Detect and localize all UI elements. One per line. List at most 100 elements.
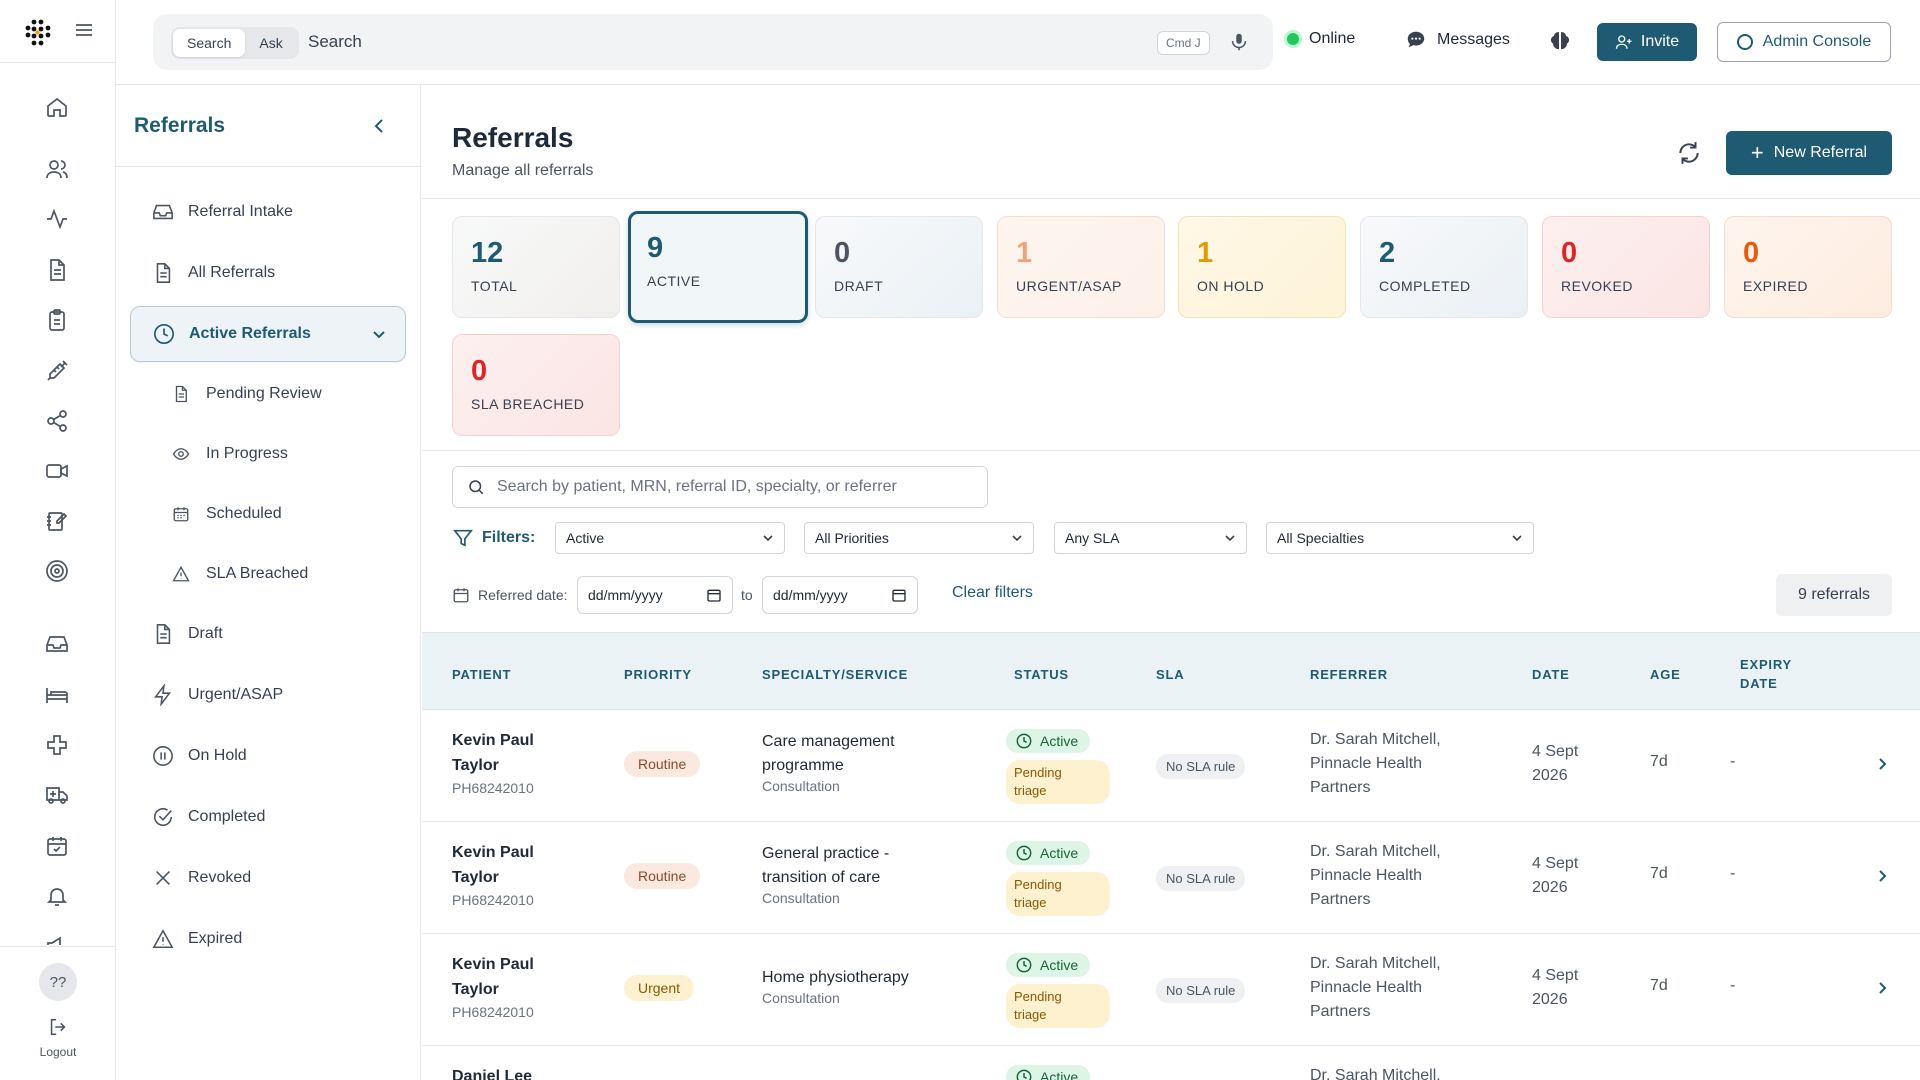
column-header-age[interactable]: AGE: [1650, 667, 1681, 682]
substatus-line1: Pending: [1014, 877, 1062, 892]
table-row[interactable]: Daniel Lee Active Dr. Sarah Mitchell,: [422, 1046, 1920, 1080]
invite-label: Invite: [1640, 33, 1680, 50]
close-icon: [156, 871, 170, 885]
status-filter-select[interactable]: Active: [555, 522, 785, 554]
help-button[interactable]: ??: [39, 963, 77, 1001]
table-row[interactable]: Kevin Paul Taylor PH68242010 Routine Gen…: [422, 822, 1920, 934]
referrer-cell: Dr. Sarah Mitchell, Pinnacle Health Part…: [1310, 728, 1441, 800]
stat-card-sla-breached[interactable]: 0 SLA BREACHED: [452, 334, 620, 436]
admin-console-button[interactable]: Admin Console: [1717, 22, 1891, 62]
global-search-input[interactable]: Search: [308, 32, 362, 51]
column-header-referrer[interactable]: REFERRER: [1310, 667, 1388, 682]
sidebar-item-completed[interactable]: Completed: [130, 791, 406, 843]
syringe-icon[interactable]: [44, 358, 70, 384]
referral-search-input[interactable]: Search by patient, MRN, referral ID, spe…: [452, 466, 988, 508]
date-to-input[interactable]: dd/mm/yyyy: [762, 576, 918, 614]
clear-filters-link[interactable]: Clear filters: [952, 584, 1033, 601]
chevron-right-icon[interactable]: [1874, 756, 1890, 777]
specialty-filter-select[interactable]: All Specialties: [1266, 522, 1534, 554]
megaphone-icon[interactable]: [44, 933, 70, 945]
microphone-icon[interactable]: [1228, 31, 1250, 53]
search-mode-toggle: Search Ask: [171, 27, 299, 59]
home-icon[interactable]: [44, 94, 70, 120]
sidebar-item-active-referrals[interactable]: Active Referrals: [130, 306, 406, 362]
sidebar-subitem-scheduled[interactable]: Scheduled: [172, 494, 282, 534]
search-mode-search[interactable]: Search: [173, 29, 246, 57]
invite-button[interactable]: Invite: [1597, 23, 1697, 61]
check-circle-icon: [153, 807, 173, 826]
sidebar-subitem-sla-breached[interactable]: SLA Breached: [172, 554, 308, 594]
bed-icon[interactable]: [44, 682, 70, 708]
chevron-right-icon[interactable]: [1874, 980, 1890, 1001]
refresh-icon[interactable]: [1676, 140, 1702, 166]
sla-filter-value: Any SLA: [1065, 530, 1120, 546]
sidebar-item-revoked[interactable]: Revoked: [130, 852, 406, 904]
video-icon[interactable]: [44, 458, 70, 484]
sidebar-item-referral-intake[interactable]: Referral Intake: [130, 186, 406, 238]
stat-card-urgent[interactable]: 1 URGENT/ASAP: [997, 216, 1165, 318]
app-logo-icon[interactable]: [24, 18, 52, 46]
sidebar-item-draft[interactable]: Draft: [130, 608, 406, 660]
column-header-status[interactable]: STATUS: [1014, 667, 1069, 682]
brain-icon[interactable]: [1548, 29, 1572, 53]
eye-icon: [172, 448, 190, 460]
sidebar-subitem-in-progress[interactable]: In Progress: [172, 434, 288, 474]
new-referral-button[interactable]: + New Referral: [1726, 131, 1892, 175]
ambulance-icon[interactable]: [44, 782, 70, 808]
column-header-patient[interactable]: PATIENT: [452, 667, 512, 682]
stat-card-revoked[interactable]: 0 REVOKED: [1542, 216, 1710, 318]
priority-filter-select[interactable]: All Priorities: [804, 522, 1034, 554]
sidebar-item-label: Expired: [188, 930, 243, 947]
clock-icon: [1016, 733, 1032, 749]
table-row[interactable]: Kevin Paul Taylor PH68242010 Routine Car…: [422, 710, 1920, 822]
chevron-left-icon[interactable]: [370, 116, 390, 136]
edit-notes-icon[interactable]: [44, 508, 70, 534]
search-mode-ask[interactable]: Ask: [259, 35, 283, 51]
inbox-icon: [153, 204, 173, 220]
specialty-line1: Home physiotherapy: [762, 969, 909, 986]
document-icon[interactable]: [44, 257, 70, 283]
sidebar-item-urgent[interactable]: Urgent/ASAP: [130, 669, 406, 721]
column-header-date[interactable]: DATE: [1532, 667, 1570, 682]
stat-card-total[interactable]: 12 TOTAL: [452, 216, 620, 318]
patient-name-line1: Kevin Paul: [452, 956, 534, 973]
logout-button[interactable]: Logout: [30, 1016, 86, 1059]
sidebar-subitem-label: Pending Review: [206, 385, 322, 402]
sidebar-item-expired[interactable]: Expired: [130, 913, 406, 965]
inbox-icon[interactable]: [44, 631, 70, 657]
stat-card-expired[interactable]: 0 EXPIRED: [1724, 216, 1892, 318]
chevron-down-icon[interactable]: [371, 326, 387, 342]
sla-filter-select[interactable]: Any SLA: [1054, 522, 1247, 554]
chevron-right-icon[interactable]: [1874, 868, 1890, 889]
calendar-icon[interactable]: [891, 587, 907, 603]
calendar-icon[interactable]: [706, 587, 722, 603]
bell-icon[interactable]: [44, 883, 70, 909]
menu-icon[interactable]: [74, 20, 94, 40]
column-header-expiry-date[interactable]: EXPIRY DATE: [1740, 655, 1792, 693]
online-status[interactable]: Online: [1287, 30, 1355, 48]
sidebar-subitem-pending-review[interactable]: Pending Review: [172, 374, 322, 414]
sidebar-item-on-hold[interactable]: On Hold: [130, 730, 406, 782]
column-header-specialty[interactable]: SPECIALTY/SERVICE: [762, 667, 909, 682]
chevron-down-icon: [1512, 535, 1522, 542]
column-header-sla[interactable]: SLA: [1156, 667, 1185, 682]
target-icon[interactable]: [44, 558, 70, 584]
stat-card-active[interactable]: 9 ACTIVE: [628, 211, 808, 323]
clipboard-icon[interactable]: [44, 307, 70, 333]
medical-cross-icon[interactable]: [44, 732, 70, 758]
calendar-check-icon[interactable]: [44, 833, 70, 859]
activity-icon[interactable]: [44, 206, 70, 232]
users-icon[interactable]: [44, 156, 70, 182]
stat-card-draft[interactable]: 0 DRAFT: [815, 216, 983, 318]
table-row[interactable]: Kevin Paul Taylor PH68242010 Urgent Home…: [422, 934, 1920, 1046]
warning-icon: [172, 565, 190, 582]
column-header-expiry-line1: EXPIRY: [1740, 657, 1793, 672]
referrer-cell: Dr. Sarah Mitchell, Pinnacle Health Part…: [1310, 952, 1441, 1024]
sidebar-item-all-referrals[interactable]: All Referrals: [130, 247, 406, 299]
messages-button[interactable]: Messages: [1405, 29, 1510, 51]
date-from-input[interactable]: dd/mm/yyyy: [577, 576, 733, 614]
stat-card-completed[interactable]: 2 COMPLETED: [1360, 216, 1528, 318]
stat-card-on-hold[interactable]: 1 ON HOLD: [1178, 216, 1346, 318]
column-header-priority[interactable]: PRIORITY: [624, 667, 692, 682]
share-icon[interactable]: [44, 408, 70, 434]
